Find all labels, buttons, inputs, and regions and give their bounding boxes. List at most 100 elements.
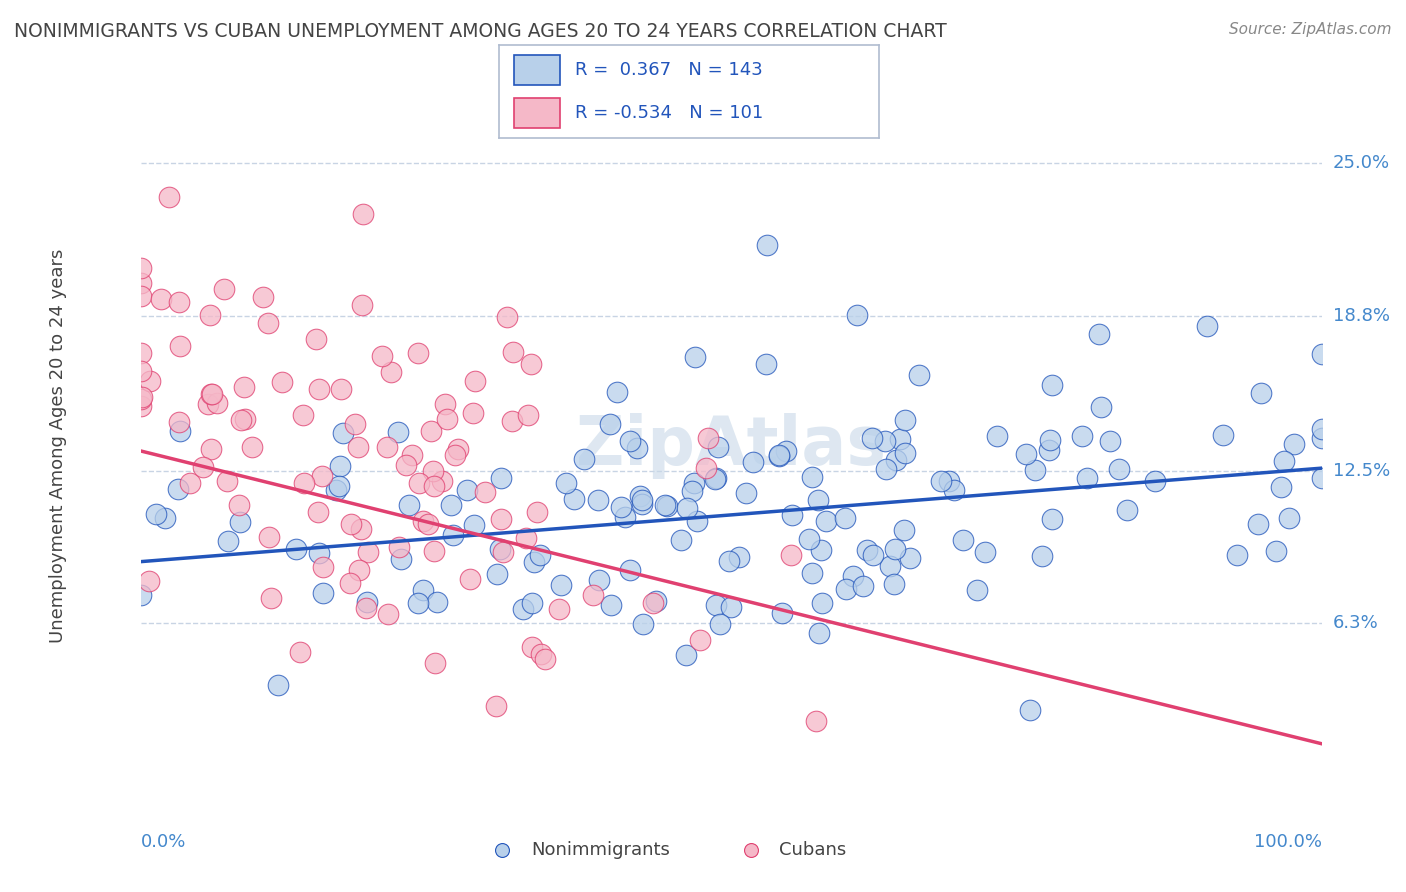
Point: [340, 517, 363, 532]
Point: [389, 551, 412, 566]
Text: R =  0.367   N = 143: R = 0.367 N = 143: [575, 61, 763, 78]
Point: [167, 482, 190, 496]
Point: [387, 425, 409, 439]
Point: [801, 566, 824, 580]
Point: [515, 531, 537, 545]
Point: [423, 479, 446, 493]
Point: [1212, 428, 1234, 442]
Point: [432, 474, 454, 488]
Point: [683, 476, 706, 491]
Point: [1226, 548, 1249, 562]
Point: [523, 555, 546, 569]
Text: Nonimmigrants: Nonimmigrants: [531, 841, 669, 859]
Point: [375, 440, 398, 454]
Point: [441, 528, 464, 542]
Point: [401, 448, 423, 462]
Point: [197, 397, 219, 411]
Point: [328, 479, 350, 493]
Point: [526, 505, 548, 519]
Text: 12.5%: 12.5%: [1333, 461, 1391, 480]
Point: [215, 474, 238, 488]
Point: [742, 455, 765, 469]
Point: [1076, 471, 1098, 485]
Text: 6.3%: 6.3%: [1333, 615, 1378, 632]
Point: [873, 434, 896, 448]
Point: [645, 594, 668, 608]
Point: [804, 714, 827, 728]
Point: [704, 471, 727, 485]
Point: [695, 461, 717, 475]
Point: [474, 484, 496, 499]
Point: [329, 459, 352, 474]
Point: [675, 648, 697, 663]
Point: [198, 308, 221, 322]
Point: [966, 582, 988, 597]
Point: [266, 678, 288, 692]
Point: [512, 601, 534, 615]
Point: [807, 492, 830, 507]
Point: [588, 493, 610, 508]
Point: [129, 277, 152, 291]
Point: [952, 533, 974, 547]
Point: [1310, 422, 1333, 436]
Point: [884, 453, 907, 467]
Point: [808, 626, 831, 640]
Point: [619, 563, 641, 577]
Bar: [515, 98, 560, 128]
Text: 0.0%: 0.0%: [141, 833, 186, 851]
Point: [292, 408, 315, 422]
Point: [550, 578, 572, 592]
Point: [893, 523, 915, 537]
Point: [412, 583, 434, 598]
Point: [735, 486, 758, 500]
Point: [704, 472, 727, 486]
Point: [191, 459, 214, 474]
Point: [357, 545, 380, 559]
Point: [1195, 318, 1218, 333]
Point: [686, 514, 709, 528]
Point: [1310, 347, 1333, 361]
Point: [529, 548, 551, 562]
Point: [169, 339, 191, 353]
Point: [1071, 429, 1094, 443]
Point: [1088, 326, 1111, 341]
Point: [344, 417, 367, 432]
Point: [395, 458, 418, 472]
Point: [491, 512, 513, 526]
Point: [770, 606, 793, 620]
Point: [329, 382, 352, 396]
Point: [308, 505, 330, 519]
Point: [305, 332, 328, 346]
Point: [270, 375, 292, 389]
Point: [889, 433, 911, 447]
Point: [669, 533, 692, 547]
Point: [875, 462, 897, 476]
Point: [129, 399, 152, 413]
Point: [562, 492, 585, 507]
Point: [489, 542, 512, 557]
Point: [131, 390, 153, 404]
Point: [633, 617, 655, 632]
Point: [347, 564, 370, 578]
Point: [179, 475, 201, 490]
Point: [610, 500, 633, 514]
Point: [1143, 474, 1166, 488]
Point: [689, 632, 711, 647]
Point: [380, 365, 402, 379]
Point: [1264, 544, 1286, 558]
Point: [169, 424, 191, 438]
Point: [354, 601, 377, 615]
Point: [157, 190, 180, 204]
Point: [780, 548, 803, 562]
Point: [1310, 471, 1333, 485]
Point: [929, 474, 952, 488]
Point: [139, 374, 162, 388]
Point: [422, 464, 444, 478]
Point: [229, 515, 252, 529]
Point: [416, 516, 439, 531]
Point: [200, 442, 222, 457]
Text: ZipAtlas: ZipAtlas: [576, 413, 886, 479]
Point: [938, 475, 960, 489]
Point: [464, 374, 486, 388]
Point: [312, 585, 335, 599]
